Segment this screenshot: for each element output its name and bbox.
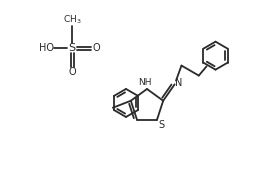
Text: NH: NH: [138, 78, 152, 86]
Text: O: O: [68, 67, 76, 77]
Text: O: O: [92, 43, 100, 53]
Text: S: S: [158, 120, 164, 130]
Text: HO: HO: [38, 43, 54, 53]
Text: CH$_3$: CH$_3$: [63, 14, 81, 26]
Text: N: N: [175, 78, 182, 88]
Text: S: S: [68, 43, 76, 53]
